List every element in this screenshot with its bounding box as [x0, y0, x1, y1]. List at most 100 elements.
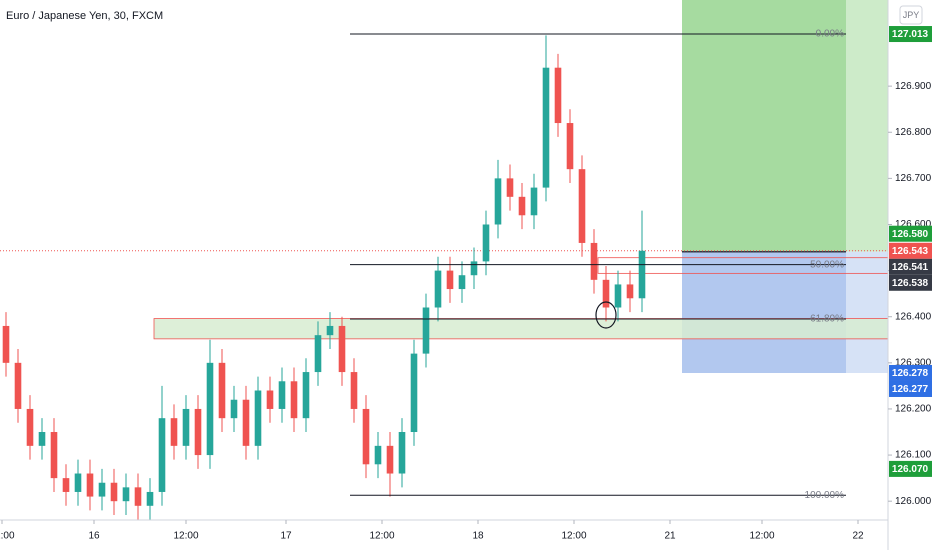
price-label: 127.013 — [892, 29, 929, 40]
candle-body — [626, 284, 634, 299]
candle-body — [302, 372, 310, 419]
candle-body — [134, 487, 142, 506]
x-tick-label: 16 — [88, 531, 100, 542]
y-tick-label: 126.600 — [895, 219, 932, 230]
candle-body — [566, 123, 574, 170]
candle-body — [170, 418, 178, 446]
price-label: 126.543 — [892, 246, 929, 257]
candle-body — [74, 473, 82, 492]
y-tick-label: 126.000 — [895, 496, 932, 507]
fib-label: 61.80% — [810, 314, 844, 325]
price-label-box — [889, 242, 932, 259]
fib-label: 50.00% — [810, 259, 844, 270]
y-tick-label: 126.700 — [895, 173, 932, 184]
candle-body — [326, 325, 334, 336]
candle-body — [482, 224, 490, 262]
candle-body — [638, 250, 646, 299]
candle-body — [230, 399, 238, 419]
candle-body — [374, 445, 382, 465]
candle-body — [254, 390, 262, 446]
price-label: 126.538 — [892, 278, 929, 289]
price-label-box — [889, 380, 932, 397]
candle-body — [266, 390, 274, 409]
candle-body — [98, 482, 106, 497]
price-label-box — [889, 274, 932, 291]
price-label-box — [889, 364, 932, 381]
candle-body — [458, 275, 466, 290]
x-tick-label: 12:00 — [173, 531, 198, 542]
price-label: 126.070 — [892, 464, 929, 475]
price-label: 126.277 — [892, 384, 929, 395]
candle-body — [602, 279, 610, 308]
candle-body — [26, 408, 34, 446]
candle-body — [242, 399, 250, 446]
x-tick-label: 12:00 — [561, 531, 586, 542]
currency-badge[interactable] — [899, 5, 923, 25]
candle-body — [506, 178, 514, 197]
candle-body — [122, 487, 130, 502]
candle-body — [50, 432, 58, 479]
candle-body — [314, 335, 322, 373]
x-tick-label: 12:00 — [749, 531, 774, 542]
price-label: 126.278 — [892, 368, 929, 379]
circle-annotation — [595, 301, 617, 329]
y-tick-label: 126.200 — [895, 404, 932, 415]
candle-body — [194, 408, 202, 456]
candle-body — [182, 408, 190, 446]
candle-body — [146, 491, 154, 506]
candle-body — [398, 432, 406, 474]
x-tick-label: 17 — [280, 531, 292, 542]
candle-body — [578, 169, 586, 243]
candle-body — [110, 482, 118, 502]
candle-body — [350, 372, 358, 409]
candle-body — [338, 325, 346, 373]
zone — [153, 318, 889, 340]
x-tick-label: 12:00 — [369, 531, 394, 542]
candle-body — [518, 196, 526, 216]
price-label: 126.541 — [892, 262, 929, 273]
candle-body — [218, 362, 226, 419]
y-tick-label: 126.100 — [895, 450, 932, 461]
candle-body — [158, 418, 166, 492]
candle-body — [470, 261, 478, 276]
x-tick-label: 18 — [472, 531, 484, 542]
candle-body — [590, 242, 598, 280]
price-label: 126.580 — [892, 229, 929, 240]
fib-label: 0.00% — [816, 29, 844, 40]
candle-body — [38, 432, 46, 446]
price-label-box — [889, 258, 932, 275]
x-tick-label: 12:00 — [0, 531, 15, 542]
candle-body — [14, 362, 22, 409]
candle-body — [614, 284, 622, 308]
price-label-box — [889, 460, 932, 477]
candle-body — [542, 67, 550, 188]
candle-body — [422, 307, 430, 354]
candle-body — [62, 478, 70, 492]
loss-zone — [682, 251, 846, 373]
candle-body — [410, 353, 418, 433]
x-tick-label: 22 — [852, 531, 864, 542]
y-tick-label: 126.800 — [895, 127, 932, 138]
x-tick-label: 21 — [664, 531, 676, 542]
candle-body — [2, 325, 10, 363]
candle-body — [494, 178, 502, 225]
candle-body — [290, 381, 298, 419]
profit-zone — [682, 0, 846, 252]
y-tick-label: 126.900 — [895, 81, 932, 92]
currency-label: JPY — [903, 10, 920, 20]
price-label-box — [889, 26, 932, 43]
candle-body — [86, 473, 94, 497]
candle-body — [278, 381, 286, 409]
y-tick-label: 126.300 — [895, 357, 932, 368]
candle-body — [530, 187, 538, 216]
y-tick-label: 126.400 — [895, 311, 932, 322]
candle-body — [554, 67, 562, 124]
chart-title: Euro / Japanese Yen, 30, FXCM — [6, 10, 163, 22]
candle-body — [446, 270, 454, 290]
candle-body — [206, 362, 214, 456]
candle-body — [362, 408, 370, 465]
fib-label: 100.00% — [805, 490, 845, 501]
candle-body — [434, 270, 442, 308]
candle-body — [386, 445, 394, 474]
